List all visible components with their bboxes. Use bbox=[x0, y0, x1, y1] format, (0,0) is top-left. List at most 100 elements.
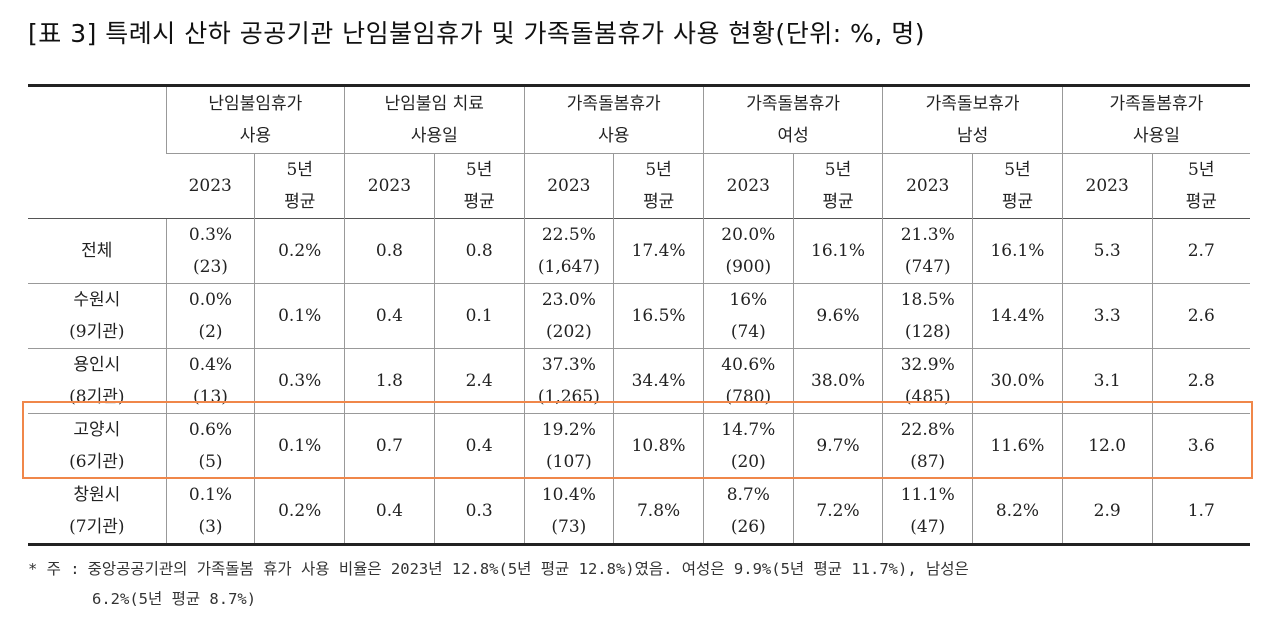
table-cell: 22.8% (87) bbox=[882, 413, 973, 479]
year-header: 2023 bbox=[702, 153, 794, 219]
cell-value: 9.6% bbox=[816, 306, 860, 326]
footnote: * 주 : 중앙공공기관의 가족돌봄 휴가 사용 비율은 2023년 12.8%(… bbox=[28, 554, 969, 614]
cell-value: 16.1% bbox=[811, 241, 866, 261]
cell-value: 1.8 bbox=[375, 371, 403, 391]
cell-value: 0.1% bbox=[278, 306, 322, 326]
cell-value: 0.6% bbox=[188, 420, 233, 440]
avg-header: 5년 평균 bbox=[972, 153, 1063, 219]
column-group-sublabel: 여성 bbox=[777, 126, 809, 146]
cell-value: 30.0% bbox=[990, 371, 1045, 391]
year-header: 2023 bbox=[882, 153, 973, 219]
column-group-sublabel: 남성 bbox=[956, 126, 989, 146]
cell-value: 8.7% bbox=[726, 485, 770, 505]
row-label-name: 용인시 bbox=[73, 355, 121, 375]
cell-value: 14.4% bbox=[990, 306, 1045, 326]
column-group-sublabel: 사용 bbox=[239, 126, 271, 146]
cell-count: (780) bbox=[725, 387, 772, 407]
cell-value: 0.1% bbox=[188, 485, 233, 505]
table-cell: 0.1% bbox=[254, 283, 345, 349]
cell-count: (87) bbox=[910, 452, 946, 472]
footnote-mark: * 주 : bbox=[28, 560, 80, 578]
cell-value: 21.3% bbox=[900, 225, 955, 245]
table-cell: 16.5% bbox=[613, 283, 704, 349]
row-label-name: 전체 bbox=[81, 241, 113, 261]
table-cell: 16% (74) bbox=[702, 283, 794, 349]
table-cell: 2.8 bbox=[1151, 348, 1250, 414]
table-row: 용인시 (8기관) 0.4% (13) 0.3% 1.8 2.4 37.3% (1,265) 34… bbox=[28, 348, 1250, 414]
cell-value: 7.2% bbox=[816, 501, 860, 521]
cell-value: 37.3% bbox=[541, 355, 596, 375]
cell-value: 0.7 bbox=[375, 436, 403, 456]
table-cell: 14.4% bbox=[972, 283, 1063, 349]
table-title: [표 3] 특례시 산하 공공기관 난임불임휴가 및 가족돌봄휴가 사용 현황(… bbox=[28, 19, 925, 48]
cell-value: 32.9% bbox=[900, 355, 955, 375]
table-cell: 21.3% (747) bbox=[882, 218, 973, 284]
table-cell: 19.2% (107) bbox=[523, 413, 614, 479]
avg-header: 5년 평균 bbox=[433, 153, 524, 219]
cell-count: (26) bbox=[730, 517, 766, 537]
cell-count: (13) bbox=[193, 387, 228, 407]
cell-value: 0.4 bbox=[375, 306, 403, 326]
cell-value: 5.3 bbox=[1093, 241, 1121, 261]
table-cell: 0.4 bbox=[433, 413, 524, 479]
cell-value: 2.7 bbox=[1187, 241, 1215, 261]
row-label-count: (9기관) bbox=[69, 322, 125, 342]
cell-count: (128) bbox=[904, 322, 951, 342]
table-cell: 0.1 bbox=[433, 283, 524, 349]
cell-value: 38.0% bbox=[811, 371, 866, 391]
table-cell: 0.3% bbox=[254, 348, 345, 414]
cell-value: 22.8% bbox=[900, 420, 955, 440]
table-cell: 18.5% (128) bbox=[882, 283, 973, 349]
row-label: 용인시 (8기관) bbox=[28, 348, 167, 414]
table-cell: 0.0% (2) bbox=[165, 283, 255, 349]
cell-value: 0.3% bbox=[278, 371, 322, 391]
cell-count: (23) bbox=[193, 257, 228, 277]
table-cell: 8.2% bbox=[972, 478, 1063, 546]
table-cell: 7.2% bbox=[792, 478, 883, 546]
cell-value: 0.3% bbox=[188, 225, 233, 245]
column-group-header: 난임불임 치료 사용일 bbox=[344, 84, 524, 154]
cell-value: 3.3 bbox=[1093, 306, 1121, 326]
cell-value: 0.2% bbox=[278, 501, 322, 521]
row-label-name: 고양시 bbox=[73, 420, 121, 440]
cell-count: (74) bbox=[730, 322, 766, 342]
table-cell: 0.4% (13) bbox=[165, 348, 255, 414]
cell-count: (20) bbox=[730, 452, 766, 472]
table-cell: 0.6% (5) bbox=[165, 413, 255, 479]
row-label: 수원시 (9기관) bbox=[28, 283, 167, 349]
table-cell: 0.8 bbox=[344, 218, 435, 284]
cell-value: 11.1% bbox=[900, 485, 955, 505]
table-cell: 5.3 bbox=[1061, 218, 1153, 284]
footnote-line-1: 중앙공공기관의 가족돌봄 휴가 사용 비율은 2023년 12.8%(5년 평균… bbox=[87, 560, 969, 578]
cell-count: (107) bbox=[546, 452, 592, 472]
cell-value: 18.5% bbox=[900, 290, 955, 310]
table-cell: 0.2% bbox=[254, 218, 345, 284]
cell-value: 0.0% bbox=[188, 290, 233, 310]
cell-value: 9.7% bbox=[816, 436, 860, 456]
table-cell: 0.8 bbox=[433, 218, 524, 284]
table-cell: 1.7 bbox=[1151, 478, 1250, 546]
table-cell: 2.4 bbox=[433, 348, 524, 414]
cell-value: 2.4 bbox=[465, 371, 493, 391]
table-cell: 11.6% bbox=[972, 413, 1063, 479]
table-cell: 20.0% (900) bbox=[702, 218, 794, 284]
row-label-count: (7기관) bbox=[69, 517, 125, 537]
column-group-sublabel: 사용일 bbox=[410, 126, 458, 146]
row-label: 창원시 (7기관) bbox=[28, 478, 167, 546]
avg-header: 5년 평균 bbox=[613, 153, 704, 219]
cell-value: 16.5% bbox=[631, 306, 686, 326]
table-row: 창원시 (7기관) 0.1% (3) 0.2% 0.4 0.3 10.4% (73) 7.8% 8.… bbox=[28, 478, 1250, 546]
column-group-header: 난임불임휴가 사용 bbox=[165, 84, 345, 154]
table-cell: 32.9% (485) bbox=[882, 348, 973, 414]
cell-value: 10.4% bbox=[541, 485, 596, 505]
column-group-label: 가족돌봄휴가 bbox=[1109, 94, 1204, 114]
column-group-sublabel: 사용일 bbox=[1132, 126, 1180, 146]
table-cell: 16.1% bbox=[792, 218, 883, 284]
column-group-header: 가족돌봄휴가 여성 bbox=[702, 84, 883, 154]
cell-value: 10.8% bbox=[631, 436, 686, 456]
row-label: 전체 bbox=[28, 218, 167, 284]
cell-value: 2.9 bbox=[1093, 501, 1121, 521]
table-row: 전체 0.3% (23) 0.2% 0.8 0.8 22.5% (1,647) 17.4% 20.… bbox=[28, 218, 1250, 284]
table-cell: 40.6% (780) bbox=[702, 348, 794, 414]
cell-value: 0.3 bbox=[465, 501, 493, 521]
